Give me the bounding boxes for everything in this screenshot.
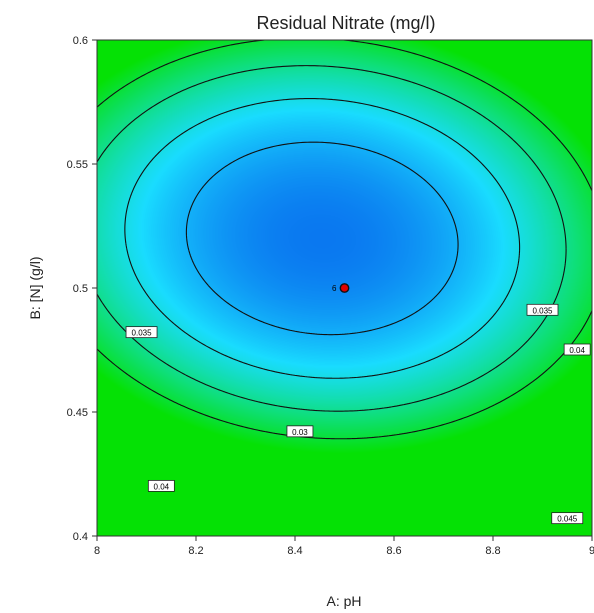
contour-label-0.045: 0.045	[551, 512, 584, 525]
axes: 8 8.2 8.4 8.6 8.8 9 0.4 0.45 0.5 0.55 0.6	[67, 35, 594, 557]
svg-text:0.045: 0.045	[557, 515, 578, 524]
svg-text:0.03: 0.03	[292, 428, 308, 437]
design-point	[339, 283, 350, 293]
design-points: 6	[332, 283, 350, 293]
contour-label-0.04: 0.04	[147, 479, 175, 492]
y-tick-label: 0.4	[73, 531, 88, 543]
svg-text:0.04: 0.04	[154, 482, 170, 491]
y-tick-label: 0.5	[73, 283, 88, 295]
x-tick-label: 8.4	[287, 545, 302, 557]
contour-label-0.035: 0.035	[125, 326, 158, 339]
y-tick-label: 0.6	[73, 35, 88, 47]
x-tick-label: 8.8	[485, 545, 500, 557]
contour-lines	[96, 39, 593, 440]
contour-label-0.04: 0.04	[563, 343, 591, 356]
contour-labels: 0.03 0.035 0.035 0.04 0.04 0.045	[125, 303, 591, 525]
contour-line-0.03	[185, 141, 459, 336]
design-point-label: 6	[332, 284, 337, 293]
svg-text:0.04: 0.04	[569, 346, 585, 355]
x-tick-label: 8.6	[386, 545, 401, 557]
contour-line-0.035	[124, 98, 521, 379]
svg-text:0.035: 0.035	[132, 329, 153, 338]
x-axis-title: A: pH	[326, 593, 361, 609]
y-axis-title: B: [N] (g/l)	[27, 256, 43, 319]
contour-label-0.03: 0.03	[286, 425, 314, 438]
y-tick-label: 0.55	[67, 159, 88, 171]
contour-label-0.035: 0.035	[526, 303, 559, 316]
chart-title: Residual Nitrate (mg/l)	[256, 13, 435, 33]
x-tick-label: 8.2	[188, 545, 203, 557]
x-tick-label: 9	[589, 545, 594, 557]
y-tick-label: 0.45	[67, 407, 88, 419]
svg-text:0.035: 0.035	[532, 306, 553, 315]
x-tick-label: 8	[94, 545, 100, 557]
